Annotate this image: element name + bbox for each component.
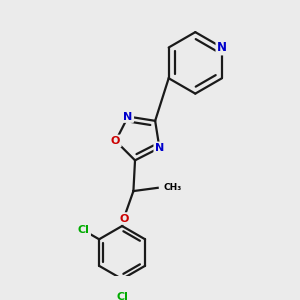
- Text: CH₃: CH₃: [164, 183, 182, 192]
- Text: Cl: Cl: [78, 225, 90, 236]
- Text: O: O: [119, 214, 128, 224]
- Text: N: N: [124, 112, 133, 122]
- Text: N: N: [155, 143, 164, 153]
- Text: N: N: [217, 41, 227, 54]
- Text: Cl: Cl: [116, 292, 128, 300]
- Text: O: O: [111, 136, 120, 146]
